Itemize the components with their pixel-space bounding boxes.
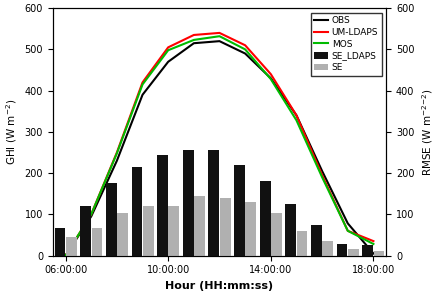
- Bar: [194, 196, 205, 255]
- Bar: [373, 251, 384, 255]
- Bar: [106, 183, 117, 255]
- Bar: [296, 231, 307, 255]
- Bar: [336, 244, 347, 255]
- Bar: [285, 204, 296, 255]
- Bar: [347, 249, 358, 255]
- Bar: [91, 227, 102, 255]
- Bar: [182, 150, 193, 255]
- Bar: [259, 181, 270, 255]
- Bar: [80, 206, 91, 255]
- Bar: [321, 241, 332, 255]
- Legend: OBS, UM-LDAPS, MOS, SE_LDAPS, SE: OBS, UM-LDAPS, MOS, SE_LDAPS, SE: [310, 13, 381, 76]
- Bar: [208, 150, 219, 255]
- Bar: [54, 227, 65, 255]
- Bar: [362, 245, 372, 255]
- Bar: [311, 224, 321, 255]
- Bar: [233, 165, 244, 255]
- Bar: [168, 206, 179, 255]
- Bar: [219, 198, 230, 255]
- Bar: [157, 155, 167, 255]
- Bar: [271, 213, 281, 255]
- Bar: [131, 167, 142, 255]
- Y-axis label: RMSE (W m$^{-2}$$^{-2}$): RMSE (W m$^{-2}$$^{-2}$): [419, 88, 434, 176]
- X-axis label: Hour (HH:mm:ss): Hour (HH:mm:ss): [165, 281, 273, 291]
- Bar: [117, 213, 127, 255]
- Bar: [142, 206, 153, 255]
- Bar: [66, 237, 76, 255]
- Bar: [245, 202, 256, 255]
- Y-axis label: GHI (W m$^{-2}$): GHI (W m$^{-2}$): [4, 99, 19, 165]
